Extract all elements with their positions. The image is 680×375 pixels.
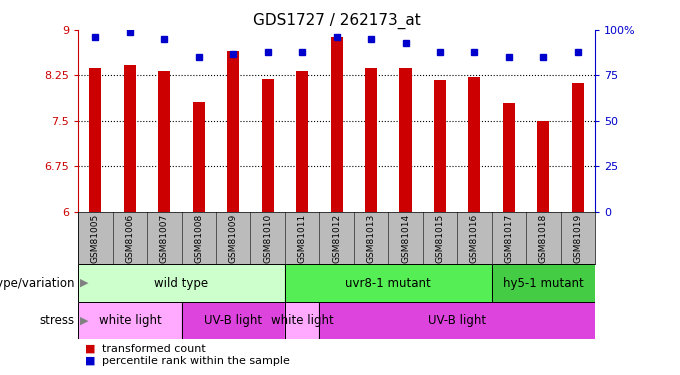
Text: UV-B light: UV-B light [428,314,486,327]
Bar [572,83,584,212]
Text: white light: white light [99,314,161,327]
Text: GSM81015: GSM81015 [435,213,445,263]
Text: ▶: ▶ [80,278,88,288]
Text: stress: stress [39,314,75,327]
Bar [492,264,595,302]
Text: GSM81018: GSM81018 [539,213,548,263]
Bar [399,68,411,212]
Bar [469,77,481,212]
Text: GSM81012: GSM81012 [332,213,341,262]
Text: GSM81013: GSM81013 [367,213,375,263]
Bar [320,302,595,339]
Bar [78,302,182,339]
Bar [492,264,595,302]
Text: ■: ■ [85,356,95,366]
Bar [365,68,377,212]
Bar [285,302,320,339]
Bar [78,264,285,302]
Text: percentile rank within the sample: percentile rank within the sample [102,356,290,366]
Bar [503,103,515,212]
Text: white light: white light [271,314,333,327]
Text: GSM81008: GSM81008 [194,213,203,263]
Bar [182,302,285,339]
Text: transformed count: transformed count [102,344,206,354]
Bar [78,302,182,339]
Bar [158,71,171,212]
Bar [434,80,446,212]
Bar [182,302,285,339]
Text: GSM81019: GSM81019 [573,213,582,263]
Bar [78,264,285,302]
Text: uvr8-1 mutant: uvr8-1 mutant [345,277,431,290]
Bar [320,302,595,339]
Text: hy5-1 mutant: hy5-1 mutant [503,277,583,290]
Bar [285,302,320,339]
Bar [124,65,136,212]
Text: GSM81009: GSM81009 [228,213,238,263]
Bar [285,264,492,302]
Bar [262,79,274,212]
Text: ■: ■ [85,344,95,354]
Bar [330,37,343,212]
Text: GSM81007: GSM81007 [160,213,169,263]
Bar [296,71,308,212]
Text: wild type: wild type [154,277,209,290]
Bar [285,264,492,302]
Title: GDS1727 / 262173_at: GDS1727 / 262173_at [253,12,420,28]
Text: GSM81006: GSM81006 [125,213,135,263]
Bar [192,102,205,212]
Text: GSM81010: GSM81010 [263,213,272,263]
Text: GSM81005: GSM81005 [91,213,100,263]
Bar [227,51,239,212]
Text: GSM81014: GSM81014 [401,213,410,262]
Text: GSM81016: GSM81016 [470,213,479,263]
Text: ▶: ▶ [80,316,88,326]
Text: GSM81011: GSM81011 [298,213,307,263]
Text: GSM81017: GSM81017 [505,213,513,263]
Bar [537,121,549,212]
Bar [89,68,101,212]
Text: UV-B light: UV-B light [204,314,262,327]
Text: genotype/variation: genotype/variation [0,277,75,290]
